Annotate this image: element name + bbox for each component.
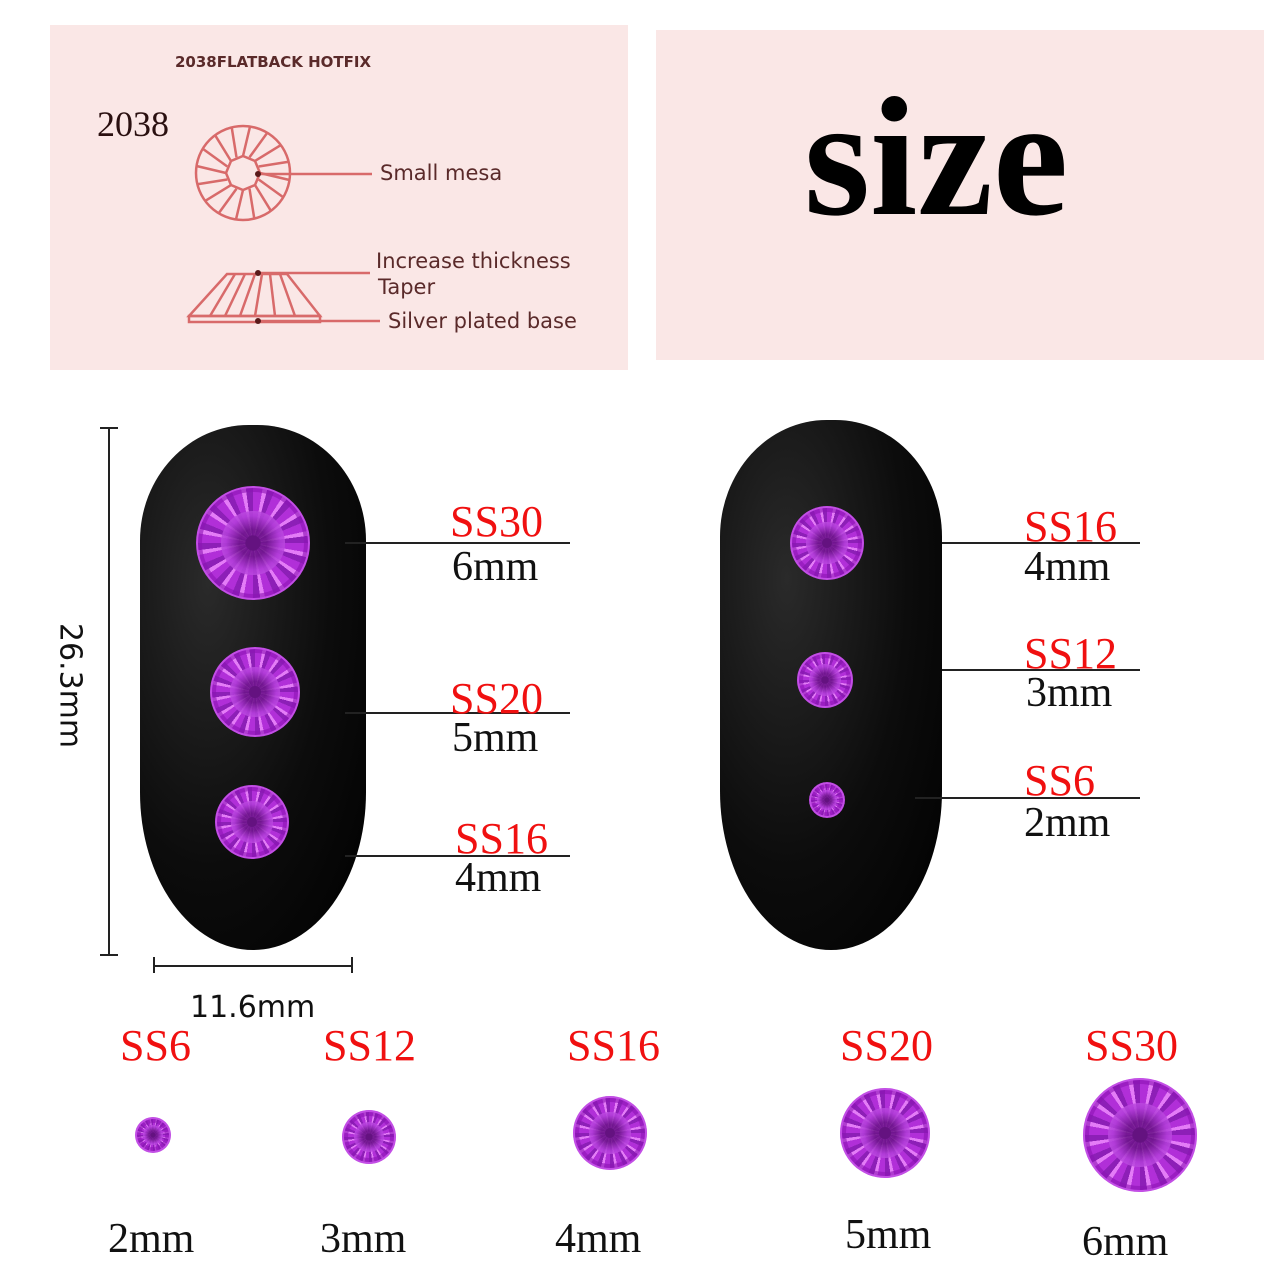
width-dimension-line — [153, 965, 353, 967]
stone-code: SS30 — [450, 497, 543, 546]
rhinestone-2mm — [135, 1117, 171, 1153]
stone-code: SS16 — [455, 814, 548, 863]
facet-line — [196, 164, 227, 175]
row-code: SS30 — [1085, 1021, 1178, 1070]
rhinestone-5mm — [840, 1088, 930, 1178]
facet-line — [254, 144, 282, 163]
row-size: 5mm — [845, 1212, 932, 1258]
rhinestone-6mm — [1083, 1078, 1197, 1192]
height-dimension-line — [108, 427, 110, 955]
facet-line — [248, 188, 256, 219]
facet-line — [217, 187, 238, 214]
stone-size: 5mm — [452, 715, 539, 761]
rhinestone-diagram — [186, 124, 380, 324]
stone-size: 4mm — [455, 855, 542, 901]
label-taper: Taper — [378, 275, 436, 299]
rhinestone-3mm — [342, 1110, 396, 1164]
label-increase-thickness: Increase thickness — [376, 249, 571, 273]
stone-size: 6mm — [452, 544, 539, 590]
rhinestone-ss16 — [215, 785, 289, 859]
size-title: size — [804, 63, 1069, 251]
row-code: SS12 — [323, 1021, 416, 1070]
rhinestone-4mm — [573, 1096, 647, 1170]
facet-line — [253, 184, 272, 212]
height-cap-top — [100, 427, 118, 429]
stone-size: 4mm — [1024, 544, 1111, 590]
facet-line — [241, 126, 252, 157]
facet-line — [258, 160, 289, 168]
facet-line — [230, 127, 238, 158]
row-size: 2mm — [108, 1216, 195, 1262]
stone-code: SS20 — [450, 674, 543, 723]
facet-line — [257, 178, 284, 199]
rhinestone-ss16 — [790, 506, 864, 580]
rhinestone-ss12 — [797, 652, 853, 708]
row-code: SS6 — [120, 1021, 191, 1070]
facet-line — [197, 178, 228, 186]
facet-line — [204, 183, 232, 202]
facet-line — [214, 134, 233, 162]
pointer-line — [345, 855, 570, 857]
pointer-line — [345, 542, 570, 544]
stone-size: 2mm — [1024, 800, 1111, 846]
row-code: SS16 — [567, 1021, 660, 1070]
pointer-line — [942, 669, 1140, 671]
row-size: 6mm — [1082, 1219, 1169, 1265]
stone-code: SS12 — [1024, 629, 1117, 678]
row-code: SS20 — [840, 1021, 933, 1070]
width-cap-left — [153, 957, 155, 973]
pointer-line — [942, 542, 1140, 544]
pointer-line — [345, 712, 570, 714]
stone-code: SS6 — [1024, 756, 1095, 805]
facet-line — [234, 189, 245, 220]
diagram-model: 2038 — [97, 104, 169, 144]
title-panel: size — [656, 30, 1264, 360]
label-silver-base: Silver plated base — [388, 309, 577, 333]
stone-size: 3mm — [1026, 670, 1113, 716]
diagram-panel: 2038FLATBACK HOTFIX 2038 Small mesa Incr… — [50, 25, 628, 370]
width-label: 11.6mm — [190, 990, 316, 1025]
width-cap-right — [351, 957, 353, 973]
row-size: 4mm — [555, 1216, 642, 1262]
diagram-header: 2038FLATBACK HOTFIX — [175, 53, 372, 71]
pointer-line — [915, 797, 1140, 799]
label-small-mesa: Small mesa — [380, 161, 503, 185]
row-size: 3mm — [320, 1216, 407, 1262]
rhinestone-ss20 — [210, 647, 300, 737]
height-label: 26.3mm — [52, 622, 88, 749]
facet-line — [202, 147, 229, 168]
rhinestone-ss6 — [809, 782, 845, 818]
facet-line — [248, 132, 269, 159]
height-cap-bottom — [100, 954, 118, 956]
stone-code: SS16 — [1024, 502, 1117, 551]
rhinestone-ss30 — [196, 486, 310, 600]
